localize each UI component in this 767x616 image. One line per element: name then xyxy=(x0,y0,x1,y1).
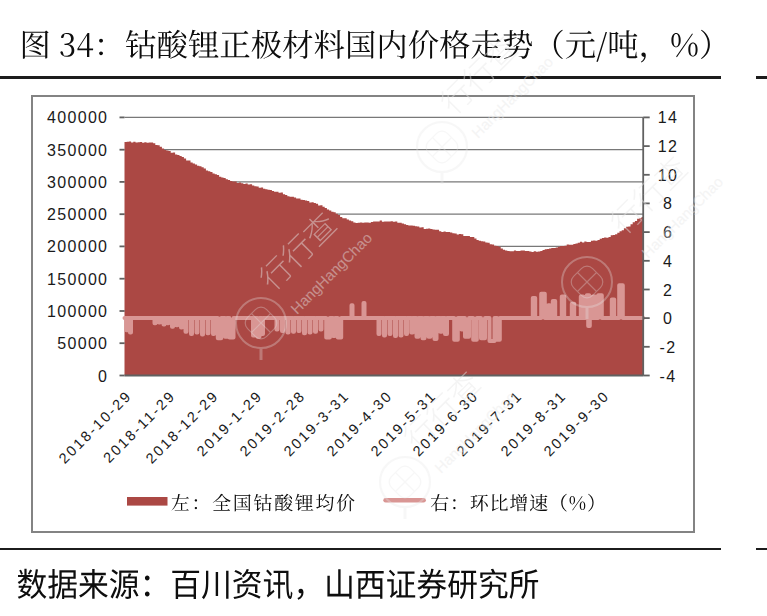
svg-text:HangHangChao: HangHangChao xyxy=(638,173,726,261)
svg-text:HangHangChao: HangHangChao xyxy=(431,388,519,476)
svg-text:HangHangChao: HangHangChao xyxy=(468,53,556,141)
svg-text:HangHangChao: HangHangChao xyxy=(287,229,375,317)
